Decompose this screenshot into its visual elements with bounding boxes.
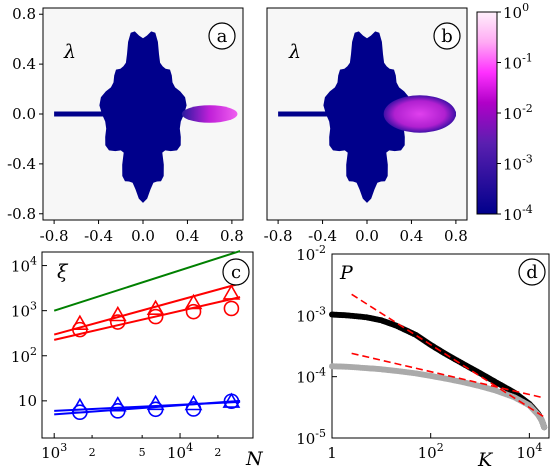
real-axis-arm	[278, 111, 456, 117]
panel-a-label: a	[217, 26, 228, 47]
y-tick-label: 104	[11, 255, 37, 276]
data-point-triangle	[146, 299, 165, 316]
fit-line-dashed	[351, 352, 545, 399]
data-point-circle	[185, 303, 202, 320]
y-tick-label: 0.0	[12, 105, 36, 123]
x-tick-label: 1	[327, 444, 337, 462]
panel-c-xlabel: N	[245, 448, 264, 470]
data-point-circle	[147, 401, 164, 418]
colorbar-tick-label: 10-1	[503, 52, 533, 73]
x-tick-label: 103	[41, 441, 67, 462]
data-point-circle	[147, 308, 164, 325]
panel-d-label: d	[526, 262, 538, 283]
fit-line-dashed	[351, 293, 545, 418]
data-point-circle	[109, 314, 126, 330]
x-tick-label: 0.4	[176, 227, 200, 245]
x-tick-label: 104	[516, 441, 542, 462]
y-tick-label: 10-2	[296, 243, 326, 264]
panel-c-label-circle	[222, 258, 250, 286]
panel-b: -0.8 -0.4 0.0 0.4 0.8 λ b 100 10-1 10-2 10-3 10-…	[264, 1, 533, 245]
colorbar-tick-label: 10-4	[503, 203, 533, 224]
x-tick-label: -0.8	[264, 227, 293, 245]
data-point	[541, 424, 548, 431]
x-tick-label: 0.0	[355, 227, 379, 245]
colorbar	[476, 11, 498, 215]
panel-a: -0.8 -0.4 0.0 0.4 0.8 0.8 0.4 0.0 -0.4 -0.8 λ a	[7, 5, 244, 245]
density-lobe	[383, 95, 456, 133]
y-tick-label: 10-4	[296, 366, 326, 387]
panel-c: 103 104 2 5 2 10 102 103 104 ξ N c	[11, 250, 264, 470]
panel-b-label: b	[441, 26, 453, 47]
data-point-circle	[185, 401, 202, 417]
y-tick-label: 10-3	[296, 304, 326, 325]
panel-a-label-circle	[208, 22, 236, 50]
y-tick-label: 0.4	[12, 55, 36, 73]
data-point-circle	[223, 300, 240, 317]
x-tick-label: 102	[418, 441, 444, 462]
panel-d-xlabel: K	[477, 449, 494, 471]
x-tick-label: 0.0	[131, 227, 155, 245]
data-point-triangle	[108, 305, 127, 322]
data-point-triangle	[222, 284, 241, 300]
panel-c-frame	[41, 251, 254, 439]
panel-d: 1 102 104 10-2 10-3 10-4 10-5 P K d	[296, 243, 550, 471]
colorbar-tick-label: 10-3	[503, 153, 533, 174]
y-tick-label: -0.4	[7, 155, 36, 173]
x-tick-label: -0.4	[308, 227, 337, 245]
data-point-triangle	[184, 293, 203, 310]
density-cloud	[323, 31, 411, 203]
x-minor-label: 2	[89, 446, 96, 459]
y-tick-label: 102	[11, 345, 37, 366]
x-tick-label: 104	[167, 441, 193, 462]
panel-d-label-circle	[518, 258, 546, 286]
panel-d-frame	[331, 253, 550, 439]
data-point-circle	[109, 403, 126, 419]
y-tick-label: 0.8	[12, 5, 36, 23]
panel-b-symbol: λ	[288, 41, 301, 63]
panel-a-symbol: λ	[63, 41, 76, 63]
y-tick-label: 103	[11, 300, 37, 321]
density-cloud	[99, 31, 187, 203]
panel-c-ylabel: ξ	[57, 261, 69, 283]
y-tick-label: 10	[18, 392, 37, 410]
x-minor-label: 2	[214, 446, 221, 459]
x-tick-label: 0.4	[400, 227, 424, 245]
x-tick-label: 0.8	[444, 227, 468, 245]
panel-c-label: c	[231, 262, 241, 283]
data-point-circle	[72, 321, 88, 338]
data-point-circle	[72, 404, 88, 421]
panel-b-label-circle	[433, 22, 461, 50]
colorbar-tick-label: 10-2	[503, 102, 533, 123]
x-tick-label: 0.8	[220, 227, 244, 245]
data-point-circle	[223, 393, 240, 410]
density-lobe	[181, 105, 238, 123]
y-tick-label: -0.8	[7, 205, 36, 223]
fit-line	[53, 250, 241, 312]
x-tick-label: -0.8	[40, 227, 69, 245]
real-axis-arm	[54, 111, 232, 117]
y-tick-label: 10-5	[296, 427, 326, 448]
data-point-triangle	[222, 392, 241, 408]
x-minor-label: 5	[139, 446, 146, 459]
colorbar-tick-label: 100	[503, 1, 529, 22]
data-point-triangle	[71, 314, 89, 331]
panel-d-ylabel: P	[339, 262, 354, 284]
fit-line	[53, 282, 241, 336]
x-tick-label: -0.4	[84, 227, 113, 245]
fit-line	[53, 296, 241, 341]
